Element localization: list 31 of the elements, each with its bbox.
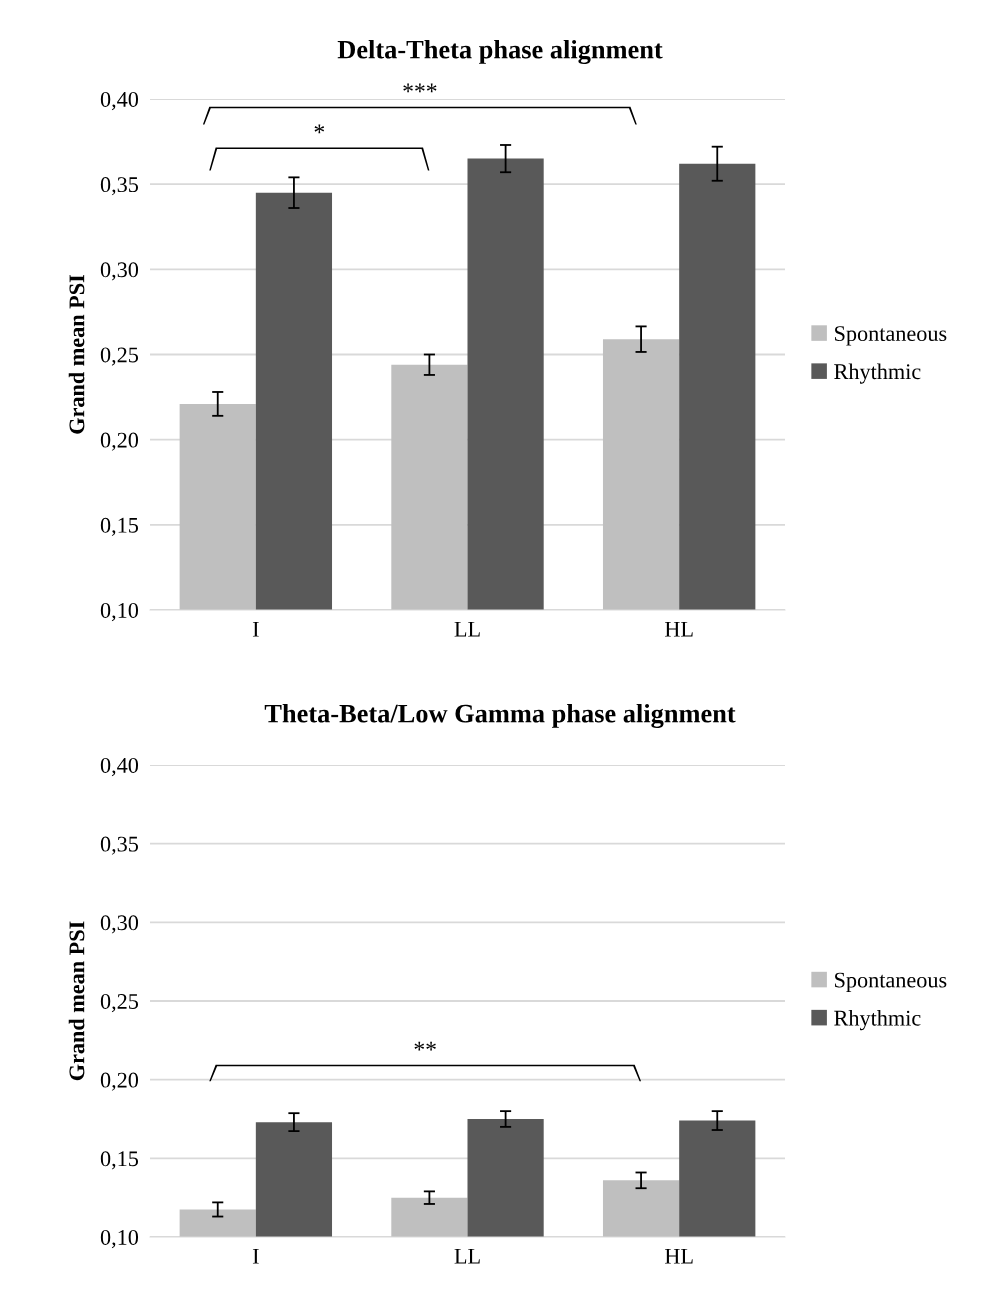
y-tick-label: 0,30 — [100, 915, 139, 934]
y-tick-label: 0,20 — [100, 432, 139, 451]
y-tick-label: 0,10 — [100, 602, 139, 622]
chart-title: Theta-Beta/Low Gamma phase alignment — [264, 703, 736, 729]
annotation: ** — [414, 1041, 436, 1051]
y-tick-label: 0,25 — [100, 993, 139, 1013]
chart-title: Delta-Theta phase alignment — [337, 39, 663, 65]
x-tick-label: LL — [454, 1248, 480, 1264]
y-axis-title: Grand mean PSI — [68, 921, 85, 1081]
x-tick-label: I — [252, 1248, 259, 1264]
y-tick-label: 0,25 — [100, 347, 139, 366]
x-tick-label: I — [252, 621, 259, 637]
x-tick-label: HL — [664, 621, 693, 637]
legend-label: Rhythmic — [834, 363, 921, 384]
y-tick-label: 0,35 — [100, 836, 139, 855]
y-axis-title: Grand mean PSI — [68, 274, 85, 434]
y-tick-label: 0,40 — [100, 757, 139, 777]
legend-label: Spontaneous — [835, 326, 947, 346]
y-tick-label: 0,10 — [100, 1229, 139, 1249]
y-tick-label: 0,30 — [100, 262, 139, 281]
y-tick-label: 0,15 — [100, 517, 139, 536]
x-tick-label: HL — [664, 1248, 693, 1264]
legend-label: Rhythmic — [834, 1009, 921, 1031]
legend-label: Spontaneous — [835, 972, 947, 993]
x-tick-label: LL — [454, 621, 480, 637]
y-tick-label: 0,35 — [100, 177, 139, 196]
y-tick-label: 0,20 — [100, 1072, 139, 1091]
y-tick-label: 0,40 — [100, 91, 139, 111]
y-tick-label: 0,15 — [100, 1151, 139, 1170]
annotation: * — [314, 124, 325, 134]
text: *** — [403, 83, 437, 93]
